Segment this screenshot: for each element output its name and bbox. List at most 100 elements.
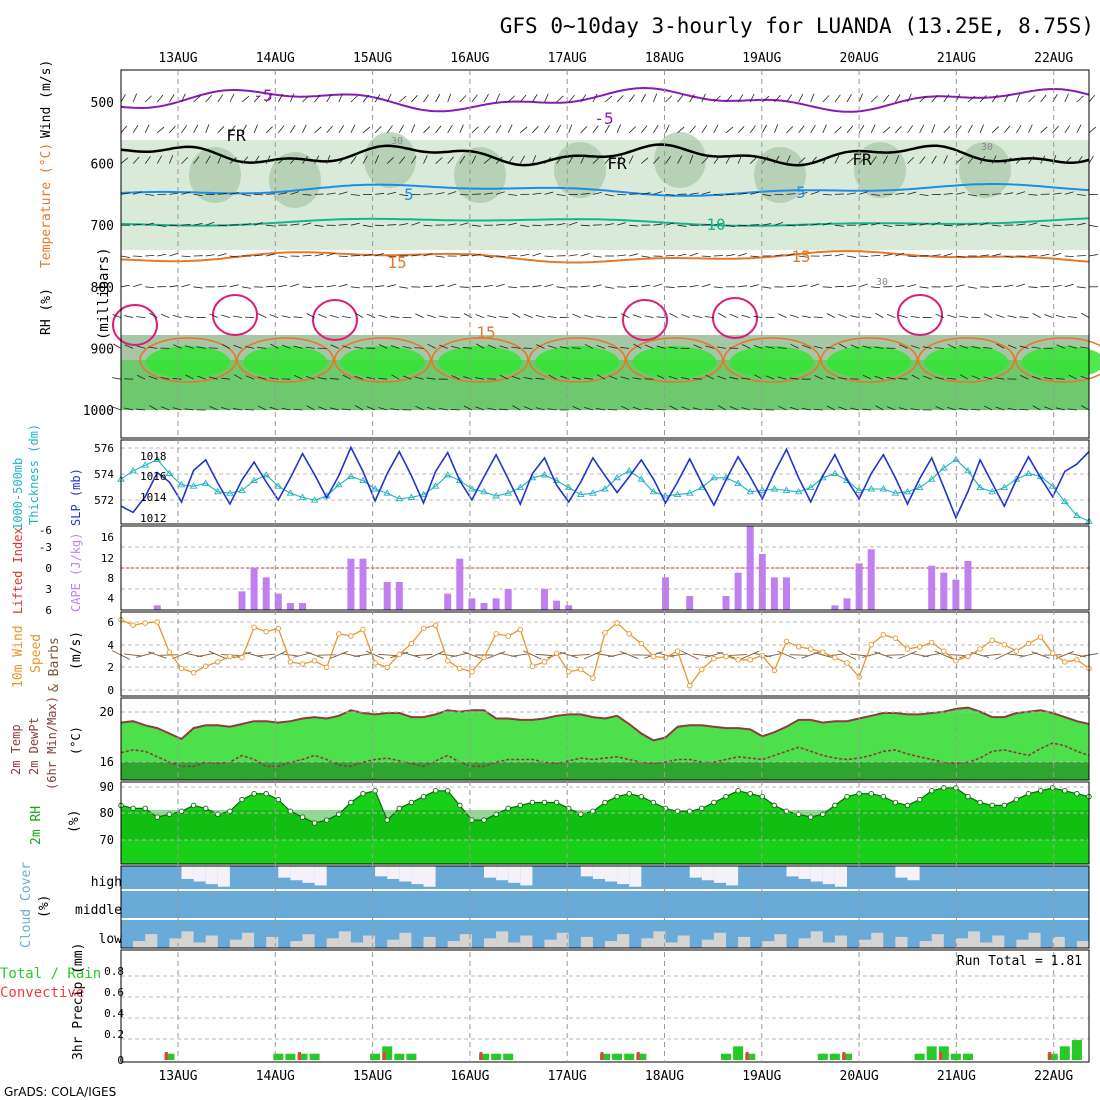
wind-barb [980,254,990,257]
wind-barb [713,222,723,226]
cloud-low-fill [205,935,218,948]
wind-barb [883,253,893,257]
series-marker [686,682,693,689]
precip-bar [382,1046,393,1060]
series-marker [759,793,766,800]
wind-barb [241,194,251,197]
wind-barb [302,194,312,196]
wind-barb [907,93,912,103]
wind-barb-10m [983,653,1002,657]
wind-barb [580,94,587,103]
cloud-low-fill [302,934,315,948]
rh-contour [897,294,943,336]
wind-barb [580,253,590,257]
wind-barb [241,223,251,226]
wind-barb [765,346,775,349]
wind-barb [991,94,998,103]
wind-barb [411,124,416,133]
wind-barb [592,284,602,288]
series-marker [578,666,584,673]
cloud-high-clear [520,866,533,886]
wind-barb-10m [765,652,784,658]
series-marker [565,668,572,675]
series-marker [553,650,560,657]
series-marker [432,788,439,794]
wind-barb [423,285,433,288]
series-marker [493,631,499,637]
wind-barb [850,315,860,318]
wind-barb [1056,344,1065,349]
wind-barb [193,286,203,289]
wind-barb [447,283,457,288]
series-marker [1013,796,1020,803]
wind-barb [608,345,618,349]
wind-barb [1068,345,1078,349]
series-marker [868,641,874,648]
wind-barb [596,315,606,318]
wind-barb [1076,286,1086,289]
series-marker [976,483,984,491]
series-marker [154,814,161,820]
wind-barb-10m [608,652,627,658]
series-marker [201,479,210,486]
wind-barb-10m [136,652,155,658]
wind-barb [1052,125,1059,134]
wind-barb [584,314,594,318]
wind-barb [1064,191,1074,195]
wind-barb [508,286,518,289]
wind-barb [1003,93,1010,103]
series-marker [286,489,295,496]
wind-barb [943,224,953,227]
wind-barb [1055,378,1065,380]
cloud-low-fill [350,942,363,948]
wind-barb [208,347,218,349]
series-marker [904,802,911,809]
wind-barb [399,286,409,289]
wind-barb [741,344,751,349]
wind-barb [834,224,844,227]
wind-barb [701,223,711,226]
bottom-date-labels: 13AUG 14AUG 15AUG 16AUG 17AUG 18AUG 19AUG 20AUG… [158,1069,1073,1084]
wind-barb [959,408,969,411]
wind-barb [967,156,975,164]
wind-barb [120,192,130,195]
series-marker [215,811,221,817]
wind-barb [907,224,917,226]
series-marker [820,649,826,655]
series-marker [202,663,209,669]
precip-bar [406,1053,417,1060]
wind-barb [426,314,436,318]
series-marker [1062,788,1068,794]
cloud-low-fill [266,936,279,948]
wind-barb [193,194,203,197]
wind-barb [992,285,1002,288]
wind-barb [789,406,799,411]
wind-barb [120,94,126,103]
wind-barb [415,313,424,318]
wind-barb [580,155,585,164]
wind-barb [1019,345,1029,349]
series-marker [903,487,912,495]
series-marker [226,489,234,496]
series-marker [481,817,487,823]
wind-barb [967,223,977,226]
cape-bar [504,589,512,610]
wind-barb [786,155,791,164]
wind-barb [1064,283,1074,288]
series-marker [891,489,900,496]
wind-barb [959,315,969,318]
wind-barb [778,313,787,318]
wind-barb [136,408,146,411]
wind-barb [750,284,760,288]
series-marker [541,799,548,806]
contour-15c-low [1014,337,1100,383]
chart-title: GFS 0~10day 3-hourly for LUANDA (13.25E,… [500,14,1094,38]
wind-barb [886,406,896,411]
wind-barb [704,316,714,318]
cloud-high-clear [617,866,630,885]
wind-barb-10m [511,653,530,657]
cloud-high-clear [592,866,605,879]
wind-barb [266,285,276,288]
wind-barb [342,374,352,380]
